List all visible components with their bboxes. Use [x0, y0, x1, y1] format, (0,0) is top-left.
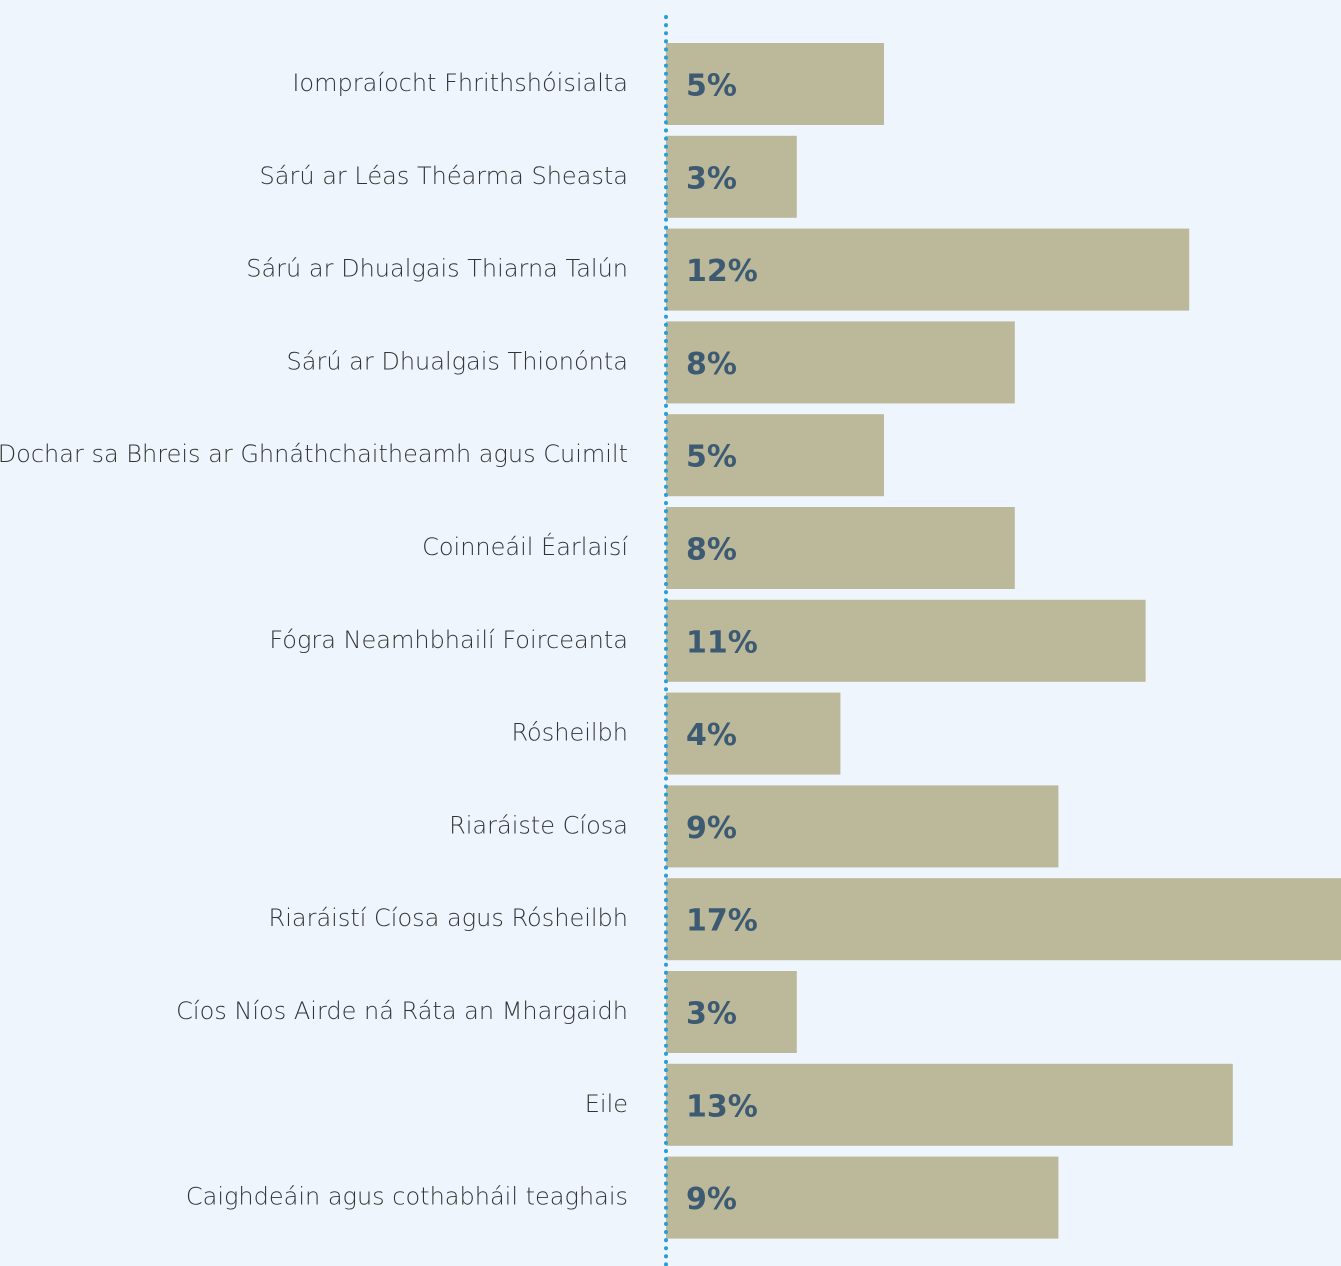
category-label: Caighdeáin agus cothabháil teaghais [186, 1183, 628, 1211]
bar [666, 1156, 1059, 1239]
bar [666, 321, 1015, 404]
bar [666, 507, 1015, 589]
category-label: Riaráistí Cíosa agus Rósheilbh [269, 904, 628, 932]
bar [666, 785, 1059, 868]
data-label: 8% [686, 533, 737, 568]
category-label: Coinneáil Éarlaisí [422, 532, 628, 561]
bar [666, 1063, 1233, 1146]
category-label: Dochar sa Bhreis ar Ghnáthchaitheamh agu… [0, 440, 628, 468]
data-label: 4% [686, 718, 737, 753]
bar [666, 971, 797, 1053]
category-label: Rósheilbh [511, 719, 628, 747]
category-label: Cíos Níos Airde ná Ráta an Mhargaidh [176, 997, 628, 1025]
category-label: Riaráiste Cíosa [449, 811, 628, 839]
data-label: 5% [686, 69, 737, 104]
data-label: 3% [686, 161, 737, 196]
data-label: 12% [686, 254, 758, 289]
category-label: Sárú ar Dhualgais Thionónta [287, 347, 628, 375]
bar [666, 878, 1341, 961]
data-label: 11% [686, 625, 758, 660]
category-label: Fógra Neamhbhailí Foirceanta [269, 626, 628, 654]
data-label: 13% [686, 1089, 758, 1124]
data-label: 3% [686, 997, 737, 1032]
bar [666, 692, 841, 775]
bar [666, 599, 1146, 682]
bar [666, 414, 884, 497]
category-label: Eile [585, 1090, 628, 1118]
category-label: Iompraíocht Fhrithshóisialta [292, 69, 628, 97]
data-label: 17% [686, 904, 758, 939]
category-label: Sárú ar Léas Théarma Sheasta [260, 162, 628, 190]
data-label: 9% [686, 811, 737, 846]
bar [666, 135, 797, 218]
data-label: 9% [686, 1182, 737, 1217]
bar [666, 228, 1190, 311]
data-label: 5% [686, 440, 737, 475]
data-label: 8% [686, 347, 737, 382]
category-label: Sárú ar Dhualgais Thiarna Talún [246, 255, 628, 283]
bar [666, 43, 884, 125]
